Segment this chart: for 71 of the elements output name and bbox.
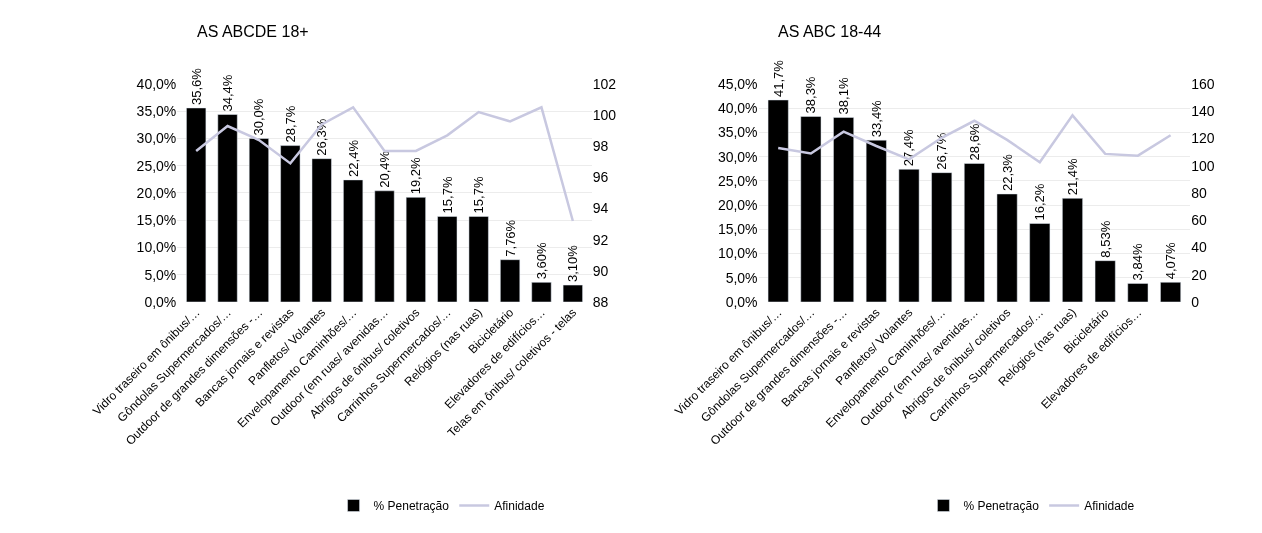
y-tick-label: 10,0% — [136, 239, 177, 256]
y2-tick-label: 90 — [592, 262, 609, 279]
y2-tick-label: 100 — [1191, 157, 1215, 174]
data-label: 33,4% — [868, 99, 884, 138]
data-label: 35,6% — [188, 67, 204, 105]
y2-tick-label: 120 — [1191, 130, 1215, 147]
y-tick-label: 35,0% — [717, 124, 758, 141]
y-tick-label: 40,0% — [717, 100, 758, 117]
y-tick-label: 5,0% — [725, 269, 758, 286]
legend-label: Afinidade — [494, 499, 545, 514]
legend-label: Afinidade — [1084, 499, 1135, 514]
legend-label: % Penetração — [963, 499, 1040, 514]
y2-tick-label: 98 — [592, 138, 609, 155]
y2-tick-label: 140 — [1191, 103, 1215, 120]
y-tick-label: 15,0% — [136, 212, 177, 229]
y-tick-label: 30,0% — [136, 130, 177, 147]
y-tick-label: 20,0% — [717, 197, 758, 213]
y-tick-label: 25,0% — [717, 172, 758, 189]
data-label: 4,07% — [1163, 241, 1179, 280]
y-tick-label: 5,0% — [144, 266, 177, 283]
bar — [531, 282, 552, 302]
y2-tick-label: 92 — [592, 231, 609, 248]
y2-tick-label: 80 — [1191, 184, 1207, 201]
y2-tick-label: 40 — [1191, 239, 1207, 256]
y-tick-label: 0,0% — [725, 293, 758, 310]
legend-label: % Penetração — [373, 499, 450, 514]
y-tick-label: 30,0% — [717, 148, 758, 165]
y2-tick-label: 100 — [592, 107, 617, 124]
y2-tick-label: 20 — [1191, 266, 1207, 283]
y2-tick-label: 60 — [1191, 212, 1207, 229]
data-label: 26,3% — [314, 118, 330, 156]
data-label: 38,3% — [803, 76, 819, 114]
y-tick-label: 10,0% — [717, 245, 758, 262]
data-label: 19,2% — [408, 157, 424, 195]
chart-title: AS ABC 18-44 — [778, 23, 882, 40]
y-tick-label: 45,0% — [717, 75, 758, 92]
y2-tick-label: 102 — [592, 75, 617, 92]
y2-tick-label: 88 — [592, 293, 609, 310]
data-label: 3,10% — [565, 244, 581, 283]
data-label: 3,60% — [533, 242, 549, 280]
data-label: 34,4% — [220, 74, 236, 112]
data-label: 22,4% — [345, 139, 361, 177]
bar — [1127, 283, 1149, 302]
data-label: 27,4% — [901, 128, 917, 167]
data-label: 22,3% — [999, 153, 1015, 191]
data-label: 21,4% — [1064, 158, 1080, 196]
bar — [562, 284, 583, 302]
y-tick-label: 15,0% — [717, 221, 758, 238]
data-label: 20,4% — [377, 150, 393, 188]
data-label: 28,6% — [966, 123, 982, 161]
data-label: 16,2% — [1032, 183, 1048, 221]
data-label: 3,84% — [1130, 243, 1146, 281]
y2-tick-label: 96 — [592, 169, 609, 186]
bar — [1160, 282, 1181, 302]
data-label: 30,0% — [251, 98, 267, 136]
data-label: 41,7% — [770, 59, 786, 97]
data-label: 15,7% — [439, 176, 455, 214]
y2-tick-label: 160 — [1191, 75, 1215, 92]
data-label: 38,1% — [836, 77, 852, 115]
chart-title: AS ABCDE 18+ — [197, 23, 309, 40]
y2-tick-label: 94 — [592, 200, 609, 217]
data-label: 8,53% — [1097, 220, 1113, 258]
data-label: 7,76% — [502, 219, 518, 257]
y-tick-label: 0,0% — [144, 293, 177, 310]
y-tick-label: 25,0% — [136, 157, 177, 174]
y-tick-label: 35,0% — [136, 103, 177, 120]
y2-tick-label: 0 — [1191, 293, 1200, 310]
data-label: 15,7% — [471, 176, 487, 214]
y-tick-label: 20,0% — [136, 184, 177, 201]
data-label: 28,7% — [282, 105, 298, 143]
y-tick-label: 40,0% — [136, 75, 177, 92]
